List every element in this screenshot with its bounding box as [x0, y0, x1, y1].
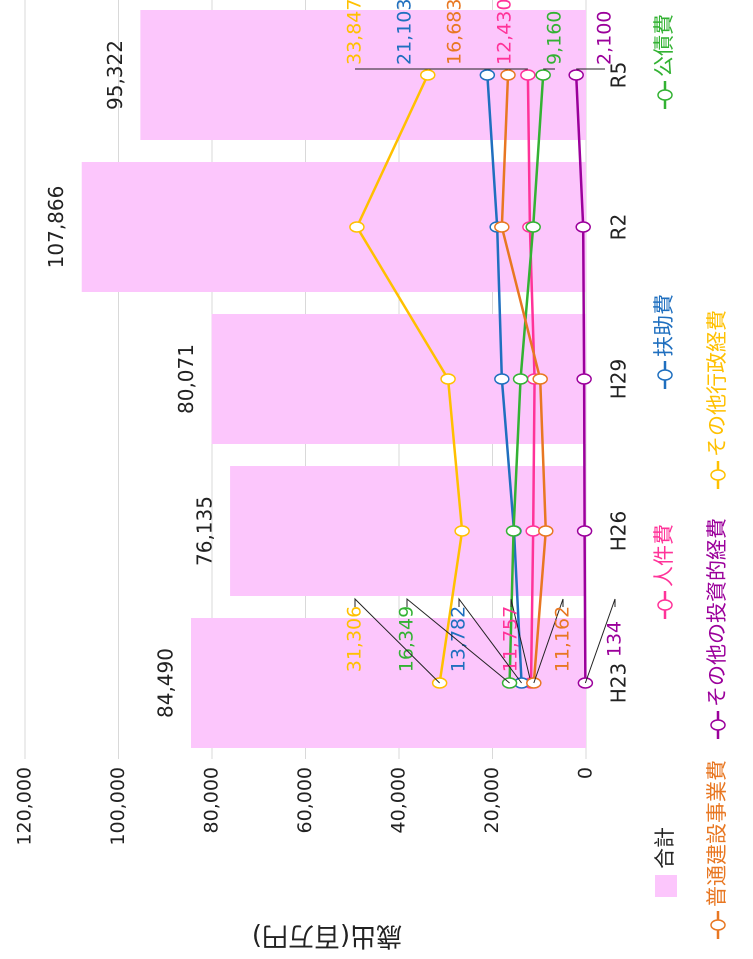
marker	[575, 221, 591, 233]
marker	[505, 525, 522, 537]
y-tick-label: 80,000	[201, 767, 223, 833]
bar-value-label: 95,322	[103, 40, 127, 110]
legend-marker	[657, 369, 673, 381]
value-label: 16,683	[444, 0, 466, 65]
legend-label: 公債費	[652, 14, 676, 77]
x-tick-label: H26	[607, 511, 631, 552]
bar	[81, 162, 587, 292]
y-axis-title: 歳出(百万円)	[252, 921, 402, 951]
y-tick-label: 100,000	[107, 767, 129, 846]
leader-line	[406, 597, 510, 684]
x-tick-label: H29	[607, 359, 631, 400]
value-label: 16,349	[396, 606, 418, 672]
legend-swatch	[655, 875, 677, 897]
marker	[538, 525, 554, 537]
bar	[140, 10, 586, 140]
marker	[494, 221, 510, 233]
marker	[420, 69, 436, 81]
leader-line	[458, 597, 522, 684]
value-label: 33,847	[344, 0, 366, 65]
bar-value-label: 107,866	[44, 186, 68, 269]
value-label: 13,782	[448, 606, 470, 672]
legend-marker	[710, 919, 726, 931]
marker	[576, 373, 592, 385]
value-label: 31,306	[344, 606, 366, 672]
x-tick-label: R2	[607, 214, 631, 241]
bar	[191, 618, 586, 748]
marker	[535, 69, 551, 81]
marker	[525, 221, 541, 233]
value-label: 2,100	[594, 11, 616, 65]
value-label: 134	[604, 621, 626, 657]
bar	[230, 466, 586, 596]
y-tick-label: 120,000	[14, 767, 36, 846]
legend-label: 扶助費	[652, 294, 676, 357]
marker	[500, 69, 516, 81]
value-label: 11,757	[500, 606, 522, 672]
bar-value-label: 80,071	[174, 344, 198, 414]
leader-line	[584, 598, 616, 684]
marker	[576, 525, 593, 537]
rotated-chart: 歳出(百万円) 0 20,000 40,000 60,000 80,000 100,000…	[14, 0, 729, 951]
legend-label: その他行政経費	[705, 310, 729, 457]
value-label: 21,103	[394, 0, 416, 65]
leader-line	[354, 597, 440, 684]
value-label: 9,160	[544, 11, 566, 65]
y-tick-label: 60,000	[294, 767, 316, 833]
legend-label: 人件費	[652, 524, 676, 587]
marker	[532, 373, 548, 385]
legend-marker	[710, 719, 726, 731]
marker	[479, 69, 496, 81]
marker	[440, 373, 456, 385]
bar-value-label: 84,490	[154, 648, 178, 718]
value-label: 11,162	[552, 606, 574, 672]
marker	[349, 221, 365, 233]
marker	[568, 69, 584, 81]
value-label: 12,430	[494, 0, 516, 65]
legend-label: 合計	[653, 827, 677, 869]
bar	[211, 314, 587, 444]
y-tick-label: 40,000	[388, 767, 410, 833]
legend-marker	[710, 469, 726, 481]
legend-marker	[657, 89, 673, 101]
legend-label: 普通建設事業費	[705, 760, 729, 907]
x-tick-label: H23	[607, 663, 631, 704]
legend-label: その他の投資的経費	[705, 518, 729, 707]
y-tick-label: 20,000	[481, 767, 503, 833]
marker	[512, 373, 529, 385]
leader-line	[510, 598, 532, 684]
marker	[520, 69, 536, 81]
marker	[494, 373, 510, 385]
y-tick-label: 0	[575, 767, 597, 779]
legend-marker	[657, 599, 673, 611]
x-tick-label: R5	[607, 62, 631, 89]
leader-line	[533, 598, 564, 684]
bar-value-label: 76,135	[193, 496, 217, 566]
marker	[454, 525, 470, 537]
